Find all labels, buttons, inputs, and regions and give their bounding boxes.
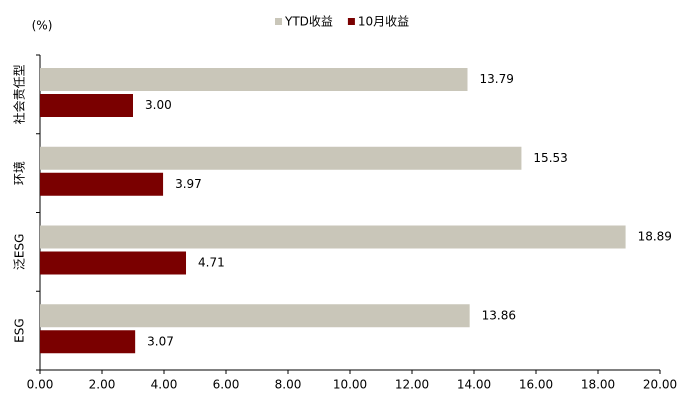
x-tick-label: 0.00 <box>27 378 54 392</box>
value-label: 13.79 <box>479 72 513 86</box>
value-label: 3.00 <box>145 98 172 112</box>
unit-label: (%) <box>32 19 53 33</box>
x-tick-label: 18.00 <box>581 378 615 392</box>
x-tick-label: 2.00 <box>89 378 116 392</box>
legend-label: 10月收益 <box>358 15 409 29</box>
x-tick-label: 10.00 <box>333 378 367 392</box>
bar <box>40 251 187 275</box>
x-tick-label: 8.00 <box>275 378 302 392</box>
bar <box>40 304 470 328</box>
x-tick-label: 20.00 <box>643 378 677 392</box>
x-tick-label: 4.00 <box>151 378 178 392</box>
legend-swatch <box>275 18 282 25</box>
y-tick-label: ESG <box>13 318 27 343</box>
x-tick-label: 6.00 <box>213 378 240 392</box>
value-label: 13.86 <box>482 308 516 322</box>
bar <box>40 225 626 249</box>
value-label: 18.89 <box>638 230 672 244</box>
y-tick-label: 社会责任型 <box>12 64 27 124</box>
y-tick-label: 环境 <box>12 161 27 185</box>
bar <box>40 94 133 117</box>
bar <box>40 330 136 354</box>
legend-label: YTD收益 <box>284 15 333 29</box>
x-tick-label: 16.00 <box>519 378 553 392</box>
value-label: 15.53 <box>533 151 567 165</box>
x-tick-label: 14.00 <box>457 378 491 392</box>
value-label: 4.71 <box>198 256 225 270</box>
legend-swatch <box>347 18 355 25</box>
y-tick-label: 泛ESG <box>13 234 27 271</box>
value-label: 3.07 <box>147 334 174 348</box>
value-label: 3.97 <box>175 177 202 191</box>
bar <box>40 172 164 196</box>
bar <box>40 146 522 170</box>
bar <box>40 68 468 91</box>
x-tick-label: 12.00 <box>395 378 429 392</box>
